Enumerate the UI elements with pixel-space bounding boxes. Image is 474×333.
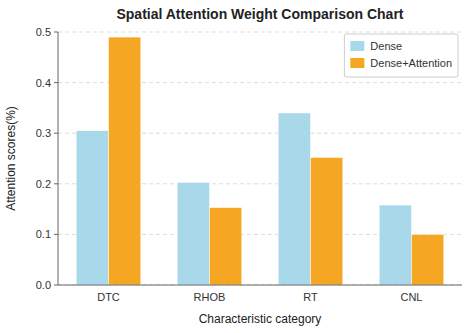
- x-tick-label: RHOB: [194, 291, 226, 303]
- bar: [177, 182, 209, 285]
- y-tick-label: 0.1: [36, 228, 51, 240]
- y-tick-label: 0.0: [36, 279, 51, 291]
- y-axis-label: Attention scores(%): [4, 106, 18, 211]
- bar: [109, 37, 141, 285]
- chart: Spatial Attention Weight Comparison Char…: [0, 0, 474, 333]
- page: {"chart_data": {"type": "bar", "title": …: [0, 0, 474, 333]
- legend-swatch: [350, 58, 364, 68]
- y-tick-label: 0.4: [36, 77, 51, 89]
- chart-container: Spatial Attention Weight Comparison Char…: [0, 0, 474, 333]
- y-tick-label: 0.2: [36, 178, 51, 190]
- y-tick-label: 0.5: [36, 26, 51, 38]
- x-tick-label: DTC: [97, 291, 120, 303]
- grid: [58, 32, 462, 285]
- y-ticks: 0.0 0.1 0.2 0.3 0.4 0.5: [36, 26, 58, 291]
- grid-line: [58, 285, 462, 286]
- title: Spatial Attention Weight Comparison Char…: [116, 6, 403, 22]
- legend-box: [344, 34, 458, 77]
- x-axis-label: Characteristic category: [199, 312, 322, 326]
- legend-label: Dense+Attention: [370, 57, 452, 69]
- x-tick-label: RT: [303, 291, 318, 303]
- y-tick: [54, 183, 58, 184]
- bar: [311, 157, 343, 285]
- y-tick: [54, 234, 58, 235]
- legend-swatch: [350, 41, 364, 51]
- y-tick: [54, 82, 58, 83]
- y-tick: [54, 285, 58, 286]
- bar: [412, 234, 444, 285]
- bar: [76, 131, 108, 285]
- y-tick-label: 0.3: [36, 127, 51, 139]
- x-axis-line: [58, 285, 462, 286]
- bar: [210, 208, 242, 285]
- y-axis-line: [58, 32, 59, 285]
- x-ticks: DTC RHOB RT CNL: [97, 291, 422, 303]
- y-tick: [54, 32, 58, 33]
- bar: [379, 205, 411, 285]
- bar: [278, 113, 310, 285]
- grid-line: [58, 32, 462, 33]
- legend: Dense Dense+Attention: [344, 34, 458, 77]
- y-tick: [54, 133, 58, 134]
- legend-label: Dense: [370, 40, 402, 52]
- x-tick-label: CNL: [400, 291, 422, 303]
